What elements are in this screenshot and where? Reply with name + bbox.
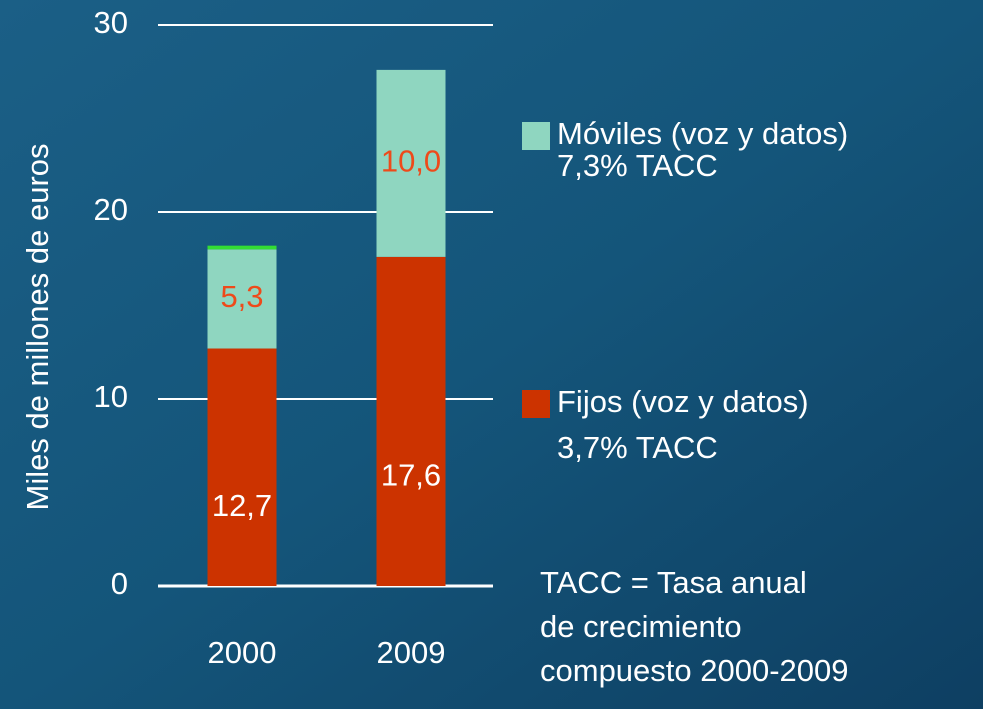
legend-note: 3,7% TACC bbox=[557, 430, 718, 465]
data-label: 17,6 bbox=[381, 458, 441, 493]
x-tick-label: 2000 bbox=[208, 635, 277, 670]
legend-note: 7,3% TACC bbox=[557, 148, 718, 183]
legend-swatch bbox=[522, 390, 550, 418]
legend-swatch bbox=[522, 122, 550, 150]
footnote: TACC = Tasa anual bbox=[540, 565, 807, 600]
footnote: compuesto 2000-2009 bbox=[540, 653, 849, 688]
bar-segment bbox=[207, 249, 277, 349]
y-tick-label: 0 bbox=[111, 566, 128, 601]
data-label: 10,0 bbox=[381, 144, 441, 179]
bar-segment bbox=[207, 245, 277, 250]
data-label: 12,7 bbox=[212, 488, 272, 523]
x-tick-label: 2009 bbox=[377, 635, 446, 670]
y-axis-label: Miles de millones de euros bbox=[20, 143, 55, 510]
bar-segment bbox=[376, 69, 446, 257]
data-label: 5,3 bbox=[220, 279, 263, 314]
y-tick-label: 10 bbox=[94, 379, 128, 414]
footnote: de crecimiento bbox=[540, 609, 742, 644]
bar-segment bbox=[376, 256, 446, 586]
y-tick-label: 20 bbox=[94, 192, 128, 227]
bar-segment bbox=[207, 348, 277, 586]
y-tick-label: 30 bbox=[94, 5, 128, 40]
legend-label: Móviles (voz y datos) bbox=[557, 116, 848, 151]
legend-label: Fijos (voz y datos) bbox=[557, 384, 809, 419]
